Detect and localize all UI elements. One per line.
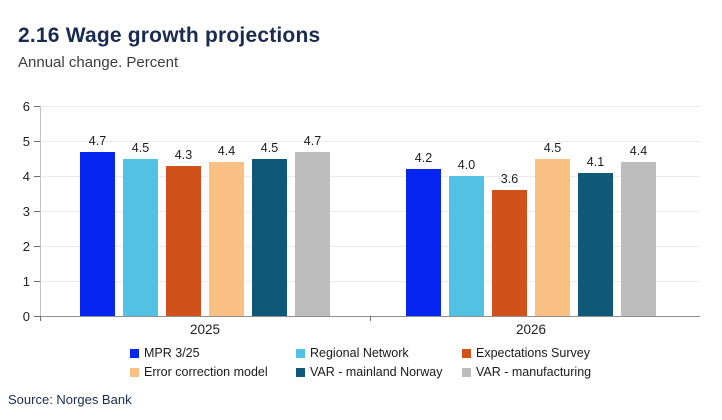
x-axis-tick [370,316,371,321]
bar-value-label: 4.2 [414,151,433,165]
legend-label: Regional Network [310,346,409,360]
legend-label: VAR - mainland Norway [310,365,443,379]
legend-swatch [296,367,305,377]
bar-value-label: 4.5 [131,140,150,155]
legend: MPR 3/25 Regional Network Expectations Sur… [130,346,632,379]
y-axis-tick [34,210,40,212]
chart-subtitle: Annual change. Percent [18,54,179,71]
y-axis-tick-label: 6 [22,99,30,114]
y-axis-tick [34,140,40,142]
legend-item-mpr-3-25: MPR 3/25 [130,346,296,360]
bar-var-mainland-norway-2025 [252,158,287,316]
bar-regional-network-2025 [123,158,158,316]
y-axis-tick [34,280,40,282]
legend-swatch [462,367,471,377]
y-axis-tick [34,245,40,247]
bar-var-mainland-norway-2026 [578,172,613,316]
x-axis-category-label: 2025 [189,322,221,337]
legend-label: Error correction model [144,365,268,379]
legend-item-expectations-survey: Expectations Survey [462,346,632,360]
chart-title: 2.16 Wage growth projections [18,24,321,47]
y-axis-tick-label: 2 [22,239,30,254]
y-axis-tick [34,175,40,177]
bar-var-manufacturing-2025 [295,151,330,316]
bar-value-label: 4.1 [586,154,605,169]
bar-value-label: 3.6 [500,172,519,186]
legend-swatch [462,348,471,358]
gridline [41,140,700,142]
bar-expectations-survey-2025 [166,165,201,316]
bar-mpr-3-25-2025 [80,151,115,316]
y-axis-tick-label: 3 [22,204,30,219]
bar-value-label: 4.4 [629,144,648,158]
y-axis-tick [34,315,40,317]
y-axis-tick-label: 1 [22,274,30,289]
legend-swatch [130,367,139,377]
bar-value-label: 4.4 [217,144,236,158]
bar-value-label: 4.7 [88,133,107,148]
legend-label: VAR - manufacturing [476,365,592,379]
y-axis-tick-label: 4 [22,169,30,184]
gridline [41,245,700,247]
legend-item-var-manufacturing: VAR - manufacturing [462,365,632,379]
legend-swatch [130,348,139,358]
gridline [41,280,700,282]
legend-label: MPR 3/25 [144,346,200,360]
gridline [41,105,700,107]
bar-var-manufacturing-2026 [621,162,656,316]
legend-label: Expectations Survey [476,346,590,360]
bar-value-label: 4.5 [543,140,562,155]
x-axis-category-label: 2026 [515,322,547,337]
x-axis-tick [40,316,41,321]
y-axis-tick-label: 5 [22,134,30,149]
bar-expectations-survey-2026 [492,190,527,316]
bar-error-correction-model-2026 [535,158,570,316]
bar-value-label: 4.0 [457,158,476,172]
source-note: Source: Norges Bank [8,392,132,407]
gridline [41,210,700,212]
legend-swatch [296,348,305,358]
y-axis-line [40,106,41,316]
bar-value-label: 4.7 [303,133,322,148]
plot-area: 0 1 2 3 4 5 6 4.7 4.5 4.3 4.4 4.5 4.7 2025 4.2 4.0 3.6 4.… [23,99,700,337]
legend-item-error-correction-model: Error correction model [130,365,296,379]
bar-error-correction-model-2025 [209,162,244,316]
legend-item-var-mainland-norway: VAR - mainland Norway [296,365,462,379]
bar-mpr-3-25-2026 [406,169,441,316]
bar-value-label: 4.3 [174,147,193,162]
gridline [41,175,700,177]
legend-item-regional-network: Regional Network [296,346,462,360]
bar-regional-network-2026 [449,176,484,316]
y-axis-tick-label: 0 [22,309,30,324]
y-axis-tick [34,105,40,107]
bar-value-label: 4.5 [260,140,279,155]
